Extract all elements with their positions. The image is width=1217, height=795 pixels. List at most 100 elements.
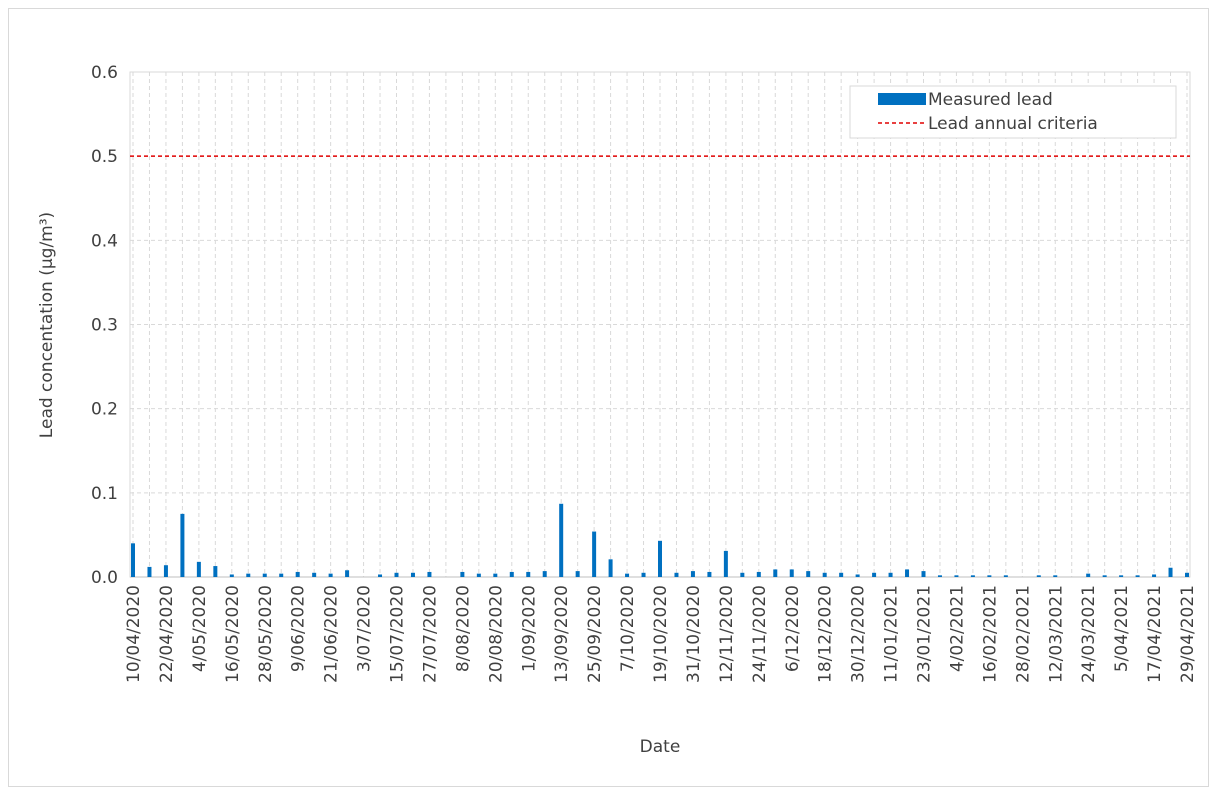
bar	[1036, 575, 1041, 577]
y-tick-label: 0.5	[91, 147, 118, 167]
bar	[806, 571, 811, 577]
bar	[509, 571, 514, 577]
bar	[921, 571, 926, 577]
bar	[789, 569, 794, 577]
x-tick-label: 3/07/2020	[355, 585, 375, 672]
bar	[246, 573, 251, 577]
y-tick-label: 0.3	[91, 316, 118, 336]
x-tick-label: 12/11/2020	[717, 585, 737, 683]
bar	[592, 531, 597, 577]
bar	[427, 571, 432, 577]
x-tick-label: 30/12/2020	[849, 585, 869, 683]
bar	[1168, 567, 1173, 577]
bar	[493, 573, 498, 577]
x-tick-label: 12/03/2021	[1046, 585, 1066, 683]
x-tick-label: 29/04/2021	[1178, 585, 1198, 683]
bar	[262, 573, 267, 577]
bar	[707, 571, 712, 577]
x-tick-label: 20/08/2020	[486, 585, 506, 683]
x-tick-label: 23/01/2021	[915, 585, 935, 683]
bar	[328, 573, 333, 577]
bar	[213, 566, 218, 577]
bar	[180, 513, 185, 577]
legend-label: Lead annual criteria	[928, 114, 1098, 134]
legend-label: Measured lead	[928, 90, 1053, 110]
x-tick-label: 19/10/2020	[651, 585, 671, 683]
y-tick-label: 0.2	[91, 400, 118, 420]
bar	[773, 569, 778, 577]
y-tick-label: 0.4	[91, 231, 118, 251]
y-axis-title: Lead concentation (µg/m³)	[37, 212, 57, 438]
x-tick-label: 15/07/2020	[388, 585, 408, 683]
bar	[1185, 572, 1189, 577]
bar	[723, 550, 728, 577]
x-tick-label: 13/09/2020	[552, 585, 572, 683]
x-tick-label: 18/12/2020	[816, 585, 836, 683]
bar	[987, 575, 992, 577]
bar	[1053, 575, 1058, 577]
bar	[147, 566, 152, 577]
bar	[625, 573, 630, 577]
bar	[608, 559, 613, 577]
x-tick-label: 1/09/2020	[519, 585, 539, 672]
x-tick-label: 5/04/2021	[1112, 585, 1132, 672]
bar	[410, 572, 415, 577]
bar	[872, 572, 877, 577]
x-tick-label: 24/11/2020	[750, 585, 770, 683]
x-tick-label: 4/05/2020	[190, 585, 210, 672]
bar	[855, 574, 860, 577]
bar	[905, 569, 910, 577]
bar	[970, 575, 975, 577]
y-tick-label: 0.1	[91, 484, 118, 504]
bar	[756, 571, 761, 577]
bar	[229, 574, 234, 577]
bar	[559, 503, 564, 577]
bar	[839, 572, 844, 577]
bar	[575, 571, 580, 577]
bar	[641, 572, 646, 577]
bar	[542, 571, 547, 577]
bar	[674, 572, 679, 577]
bar	[888, 572, 893, 577]
bar	[295, 571, 300, 577]
bar	[378, 574, 383, 577]
legend-swatch	[878, 93, 926, 105]
x-tick-label: 8/08/2020	[453, 585, 473, 672]
x-tick-label: 17/04/2021	[1145, 585, 1165, 683]
x-tick-label: 16/02/2021	[980, 585, 1000, 683]
bar	[312, 572, 317, 577]
x-tick-label: 28/05/2020	[256, 585, 276, 683]
bar	[196, 561, 201, 577]
bar	[526, 571, 531, 577]
x-tick-label: 21/06/2020	[322, 585, 342, 683]
bar	[394, 572, 399, 577]
x-tick-label: 7/10/2020	[618, 585, 638, 672]
bar	[131, 543, 135, 577]
x-tick-label: 28/02/2021	[1013, 585, 1033, 683]
bar	[740, 572, 745, 577]
x-tick-label: 6/12/2020	[783, 585, 803, 672]
bar	[163, 565, 168, 577]
x-tick-label: 31/10/2020	[684, 585, 704, 683]
bar	[1003, 575, 1008, 577]
bar	[1102, 575, 1107, 577]
bar	[476, 573, 481, 577]
bar	[460, 571, 465, 577]
bar	[1119, 575, 1124, 577]
bar	[279, 573, 284, 577]
y-tick-label: 0.0	[91, 568, 118, 588]
x-axis-title: Date	[640, 737, 681, 757]
bar	[937, 575, 942, 577]
x-tick-label: 25/09/2020	[585, 585, 605, 683]
x-tick-label: 24/03/2021	[1079, 585, 1099, 683]
bar	[1135, 575, 1140, 577]
bar	[954, 575, 959, 577]
bar	[690, 571, 695, 577]
y-tick-label: 0.6	[91, 63, 118, 83]
x-tick-label: 9/06/2020	[289, 585, 309, 672]
bar	[822, 572, 827, 577]
x-tick-label: 11/01/2021	[882, 585, 902, 683]
bar	[1152, 574, 1157, 577]
x-tick-label: 4/02/2021	[947, 585, 967, 672]
